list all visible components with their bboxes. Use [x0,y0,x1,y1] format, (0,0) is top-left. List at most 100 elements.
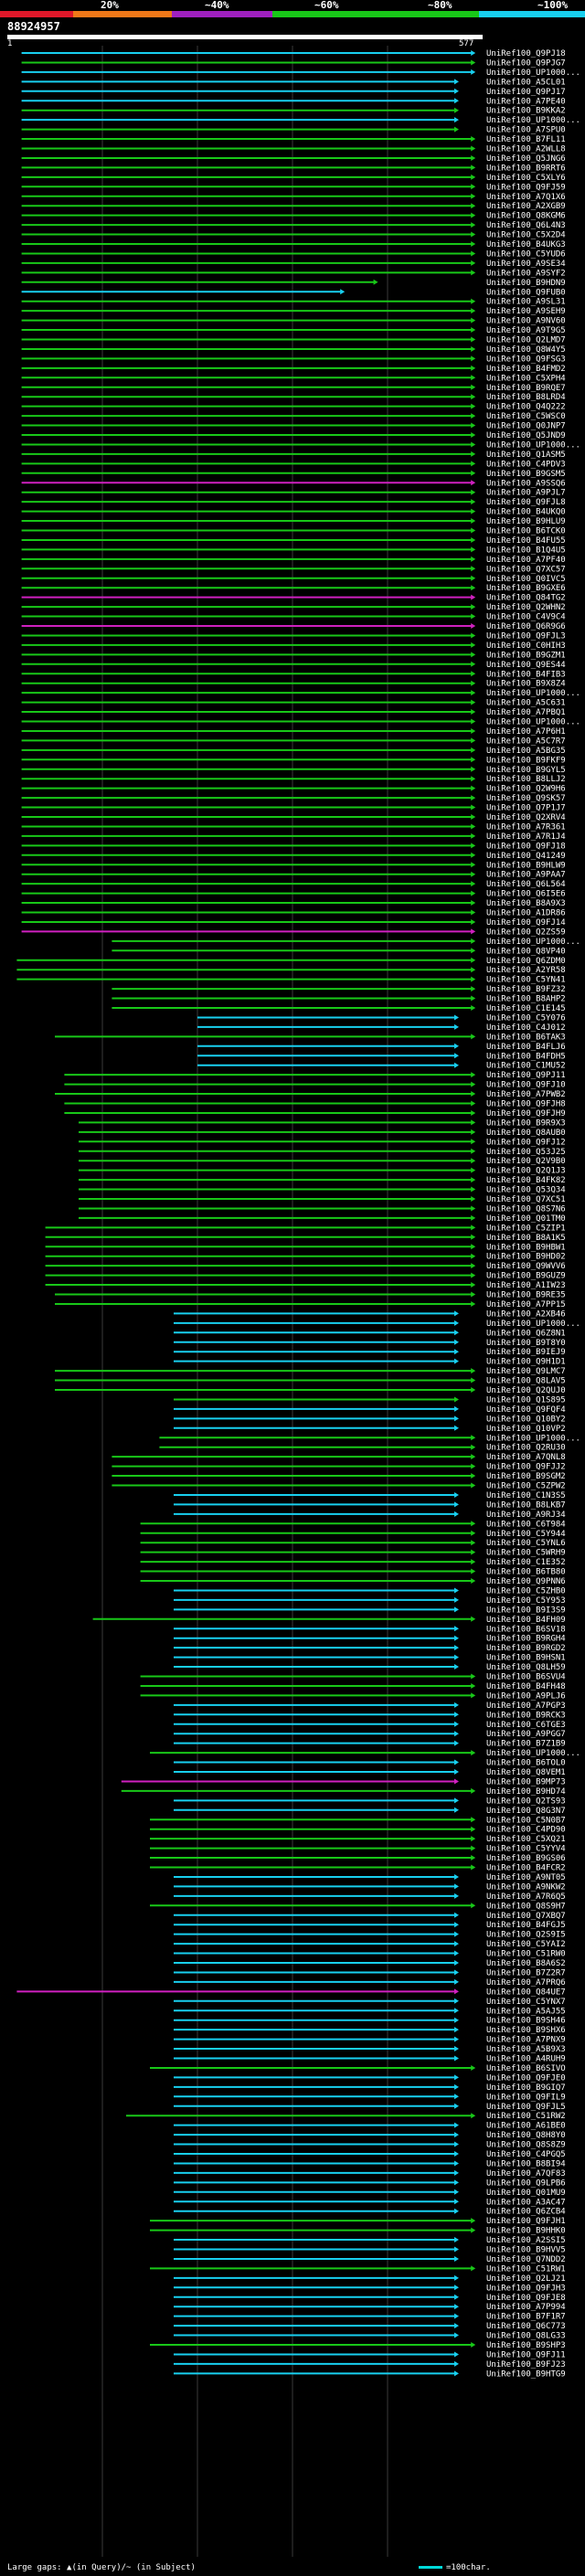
hit-label[interactable]: UniRef100_Q8KGM6 [486,212,566,221]
hit-row[interactable]: UniRef100_B7Z1B9 [174,1740,566,1749]
hit-label[interactable]: UniRef100_C5X2D4 [486,231,566,240]
hit-row[interactable]: UniRef100_A4RUH9 [174,2055,566,2064]
hit-row[interactable]: UniRef100_B9FZ32 [112,985,566,994]
hit-label[interactable]: UniRef100_B9RRT6 [486,164,566,173]
hit-row[interactable]: UniRef100_B6TOL0 [174,1759,566,1768]
hit-label[interactable]: UniRef100_B9RGD2 [486,1644,566,1653]
hit-row[interactable]: UniRef100_B9HDN9 [21,279,566,288]
hit-row[interactable]: UniRef100_B9R9X3 [79,1118,566,1128]
hit-row[interactable]: UniRef100_UP1000... [21,69,580,78]
hit-label[interactable]: UniRef100_B6SVU4 [486,1673,566,1682]
hit-row[interactable]: UniRef100_B9GYL5 [21,766,566,775]
hit-label[interactable]: UniRef100_A7PWB2 [486,1090,566,1099]
hit-row[interactable]: UniRef100_Q2RU30 [159,1444,566,1453]
hit-label[interactable]: UniRef100_A7R361 [486,822,566,832]
hit-label[interactable]: UniRef100_UP1000... [486,718,580,727]
hit-row[interactable]: UniRef100_Q53Q34 [79,1186,566,1195]
hit-row[interactable]: UniRef100_C5Y953 [174,1596,566,1606]
hit-label[interactable]: UniRef100_Q6Z8N1 [486,1329,566,1338]
hit-label[interactable]: UniRef100_C5ZPW2 [486,1482,566,1491]
hit-row[interactable]: UniRef100_A9PGG7 [174,1730,566,1739]
hit-label[interactable]: UniRef100_A9SE34 [486,260,566,269]
hit-row[interactable]: UniRef100_B9GXE6 [21,584,566,593]
hit-label[interactable]: UniRef100_B9HLW9 [486,861,566,870]
hit-row[interactable]: UniRef100_B9RQE7 [21,384,566,393]
hit-label[interactable]: UniRef100_C5Y953 [486,1596,566,1606]
hit-label[interactable]: UniRef100_B9FKF9 [486,756,566,765]
hit-label[interactable]: UniRef100_B8LRD4 [486,393,566,402]
hit-label[interactable]: UniRef100_Q9LMC7 [486,1367,566,1376]
hit-label[interactable]: UniRef100_B6SIVO [486,2064,566,2073]
hit-label[interactable]: UniRef100_B7Z1B9 [486,1740,566,1749]
hit-row[interactable]: UniRef100_B6TB80 [140,1568,566,1577]
hit-label[interactable]: UniRef100_Q9ES44 [486,661,566,670]
hit-label[interactable]: UniRef100_A5BG35 [486,747,566,756]
hit-label[interactable]: UniRef100_A7P6H1 [486,727,566,737]
hit-row[interactable]: UniRef100_B9T8Y0 [174,1339,566,1348]
hit-label[interactable]: UniRef100_Q8VEM1 [486,1768,566,1777]
hit-label[interactable]: UniRef100_B8BI94 [486,2159,566,2168]
hit-row[interactable]: UniRef100_C5WSC0 [21,412,566,421]
hit-row[interactable]: UniRef100_UP1000... [21,440,580,450]
hit-row[interactable]: UniRef100_C5YN41 [16,976,566,985]
hit-label[interactable]: UniRef100_Q9FJH8 [486,1100,566,1109]
hit-label[interactable]: UniRef100_Q9PJ18 [486,49,566,58]
hit-label[interactable]: UniRef100_UP1000... [486,440,580,450]
hit-label[interactable]: UniRef100_A7R6Q5 [486,1892,566,1902]
hit-row[interactable]: UniRef100_UP1000... [159,1434,580,1443]
hit-row[interactable]: UniRef100_Q53J25 [79,1148,566,1157]
hit-row[interactable]: UniRef100_B9IEJ9 [174,1348,566,1357]
hit-row[interactable]: UniRef100_Q2W9H6 [21,785,566,794]
hit-label[interactable]: UniRef100_Q2LJ21 [486,2274,566,2284]
hit-label[interactable]: UniRef100_UP1000... [486,69,580,78]
hit-label[interactable]: UniRef100_A2XB46 [486,1309,566,1319]
hit-label[interactable]: UniRef100_C1E352 [486,1558,566,1567]
hit-row[interactable]: UniRef100_A5B9X3 [174,2045,566,2054]
hit-label[interactable]: UniRef100_A2XGB9 [486,202,566,211]
hit-label[interactable]: UniRef100_A9RJ34 [486,1511,566,1520]
hit-row[interactable]: UniRef100_Q7P1J7 [21,804,566,813]
hit-row[interactable]: UniRef100_Q9FJH1 [150,2217,566,2226]
hit-label[interactable]: UniRef100_Q9PJ11 [486,1071,566,1080]
hit-label[interactable]: UniRef100_B9HD74 [486,1787,566,1797]
hit-row[interactable]: UniRef100_B9MP73 [121,1777,566,1786]
hit-row[interactable]: UniRef100_C1E145 [112,1004,566,1013]
hit-label[interactable]: UniRef100_Q5JNG6 [486,154,566,164]
hit-row[interactable]: UniRef100_B9HD02 [45,1253,566,1262]
hit-row[interactable]: UniRef100_C5Y076 [197,1013,566,1023]
hit-label[interactable]: UniRef100_A7PGP3 [486,1701,566,1711]
hit-label[interactable]: UniRef100_Q6R9G6 [486,622,566,631]
hit-row[interactable]: UniRef100_A7R1J4 [21,832,566,842]
hit-row[interactable]: UniRef100_A7QNL8 [112,1453,566,1462]
hit-label[interactable]: UniRef100_C5YUD6 [486,249,566,259]
hit-row[interactable]: UniRef100_B4FU55 [21,536,566,546]
hit-label[interactable]: UniRef100_B6TB80 [486,1568,566,1577]
hit-label[interactable]: UniRef100_Q41249 [486,852,566,861]
hit-row[interactable]: UniRef100_Q2WHN2 [21,603,566,612]
hit-row[interactable]: UniRef100_Q8KGM6 [21,212,566,221]
hit-row[interactable]: UniRef100_Q6R9G6 [21,622,566,631]
hit-label[interactable]: UniRef100_C5YNX7 [486,1998,566,2007]
hit-label[interactable]: UniRef100_B4UKQ0 [486,508,566,517]
hit-row[interactable]: UniRef100_B9SHP3 [150,2341,566,2350]
hit-row[interactable]: UniRef100_UP1000... [21,718,580,727]
hit-row[interactable]: UniRef100_Q1S895 [174,1395,566,1405]
hit-row[interactable]: UniRef100_Q9FJ18 [21,842,566,851]
hit-row[interactable]: UniRef100_A2WLL8 [21,145,566,154]
hit-label[interactable]: UniRef100_Q9FJ12 [486,1138,566,1147]
hit-label[interactable]: UniRef100_Q2XRV4 [486,813,566,822]
hit-row[interactable]: UniRef100_A9SE34 [21,260,566,269]
hit-row[interactable]: UniRef100_C51RW2 [126,2112,566,2121]
hit-row[interactable]: UniRef100_A7P6H1 [21,727,566,737]
hit-row[interactable]: UniRef100_UP1000... [21,116,580,125]
hit-label[interactable]: UniRef100_Q8LH59 [486,1663,566,1672]
hit-label[interactable]: UniRef100_B9GSM5 [486,470,566,479]
hit-row[interactable]: UniRef100_Q2QUJ0 [55,1386,566,1395]
hit-row[interactable]: UniRef100_Q9FJJ2 [112,1463,566,1472]
hit-label[interactable]: UniRef100_Q9FJE0 [486,2073,566,2083]
hit-row[interactable]: UniRef100_A7PWB2 [55,1090,566,1099]
hit-row[interactable]: UniRef100_Q0IVC5 [21,575,566,584]
hit-row[interactable]: UniRef100_Q9FJE8 [174,2294,566,2303]
hit-label[interactable]: UniRef100_Q6ZCB4 [486,2208,566,2217]
hit-label[interactable]: UniRef100_B9GUZ9 [486,1272,566,1281]
